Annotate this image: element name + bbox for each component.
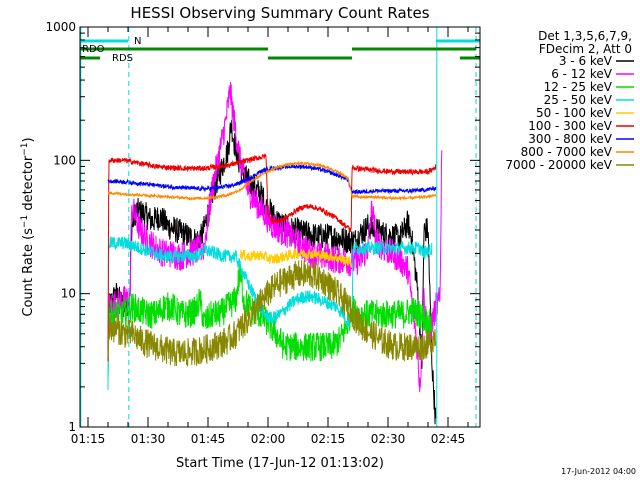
y-axis-label-main: Count Rate (s bbox=[21, 228, 36, 317]
legend-label-7: 300 - 800 keV bbox=[528, 132, 612, 146]
x-tick-label-1: 01:15 bbox=[71, 432, 106, 446]
series-line-6 bbox=[107, 153, 437, 362]
series-line-8 bbox=[107, 160, 437, 202]
plot-area: N RDO RDS bbox=[80, 27, 480, 427]
x-tick-label-2: 01:30 bbox=[131, 432, 166, 446]
legend-header-line-2: FDecim 2, Att 0 bbox=[539, 42, 632, 56]
x-tick-label-5: 02:15 bbox=[311, 432, 346, 446]
legend-label-5: 50 - 100 keV bbox=[536, 106, 613, 120]
x-tick-label-6: 02:30 bbox=[371, 432, 406, 446]
y-axis-label-mid: detector bbox=[21, 155, 36, 215]
axes: 01:15 01:30 01:45 02:00 02:15 02:30 02:45 1 10 10… bbox=[45, 20, 480, 446]
y-axis-label-exp1: −1 bbox=[20, 215, 30, 228]
footer-timestamp: 17-Jun-2012 04:00 bbox=[561, 467, 636, 476]
night-marker-label: N bbox=[134, 36, 141, 47]
y-axis-label: Count Rate (s−1 detector−1) bbox=[20, 137, 36, 316]
rdo-marker-label: RDO bbox=[82, 44, 105, 55]
series-line-5 bbox=[239, 248, 353, 268]
legend-label-1: 3 - 6 keV bbox=[559, 54, 613, 68]
legend-label-3: 12 - 25 keV bbox=[544, 80, 613, 94]
y-tick-label-2: 10 bbox=[61, 287, 76, 301]
x-tick-label-7: 02:45 bbox=[431, 432, 466, 446]
y-tick-label-4: 1000 bbox=[45, 20, 76, 34]
rds-marker-label: RDS bbox=[112, 53, 133, 64]
x-tick-label-4: 02:00 bbox=[251, 432, 286, 446]
chart-title: HESSI Observing Summary Count Rates bbox=[130, 4, 429, 22]
legend-label-4: 25 - 50 keV bbox=[544, 93, 613, 107]
y-axis-label-end: ) bbox=[21, 137, 36, 142]
y-tick-label-3: 100 bbox=[53, 153, 76, 167]
x-tick-label-3: 01:45 bbox=[191, 432, 226, 446]
y-axis-label-exp2: −1 bbox=[20, 142, 30, 155]
x-axis-label: Start Time (17-Jun-12 01:13:02) bbox=[176, 456, 384, 471]
series-line-3 bbox=[107, 261, 433, 379]
legend-label-6: 100 - 300 keV bbox=[528, 119, 612, 133]
series-line-9 bbox=[107, 260, 437, 367]
legend-label-9: 7000 - 20000 keV bbox=[505, 158, 612, 172]
legend-label-8: 800 - 7000 keV bbox=[521, 145, 613, 159]
plot-frame bbox=[79, 26, 481, 428]
legend-header-line-1: Det 1,3,5,6,7,9, bbox=[538, 29, 632, 43]
legend: Det 1,3,5,6,7,9, FDecim 2, Att 0 3 - 6 k… bbox=[505, 29, 634, 172]
legend-label-2: 6 - 12 keV bbox=[551, 67, 613, 81]
y-tick-label-1: 1 bbox=[68, 420, 76, 434]
series-line-4 bbox=[107, 236, 433, 391]
